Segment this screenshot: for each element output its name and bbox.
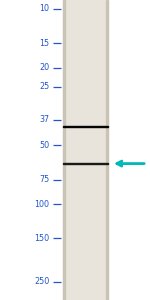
Bar	[63, 0, 108, 300]
Text: 20: 20	[39, 63, 50, 72]
Bar	[63, 163, 108, 164]
Bar	[63, 126, 108, 127]
Text: 25: 25	[39, 82, 50, 91]
Text: 250: 250	[34, 277, 50, 286]
Text: 100: 100	[34, 200, 50, 208]
Text: 15: 15	[39, 39, 50, 48]
Text: 50: 50	[39, 141, 50, 150]
Bar	[106, 0, 108, 300]
Text: 37: 37	[39, 115, 50, 124]
Text: 10: 10	[39, 4, 50, 14]
Text: 150: 150	[34, 234, 50, 243]
Text: 75: 75	[39, 175, 50, 184]
Bar	[63, 0, 65, 300]
